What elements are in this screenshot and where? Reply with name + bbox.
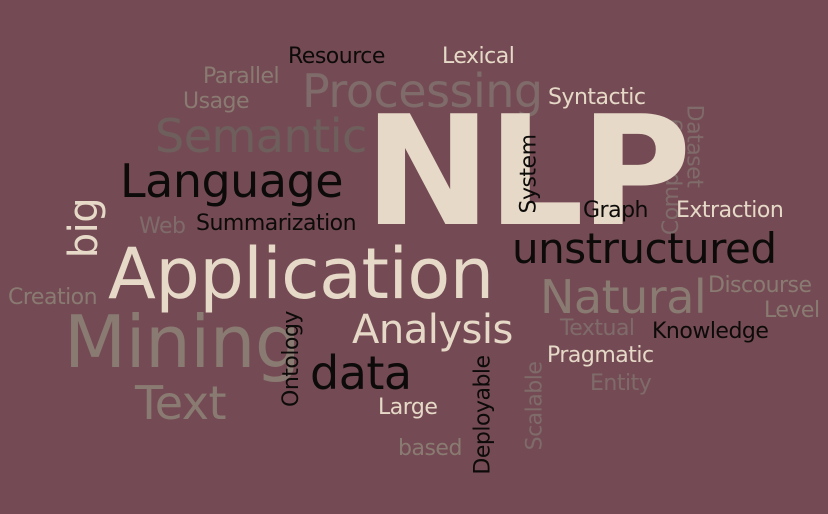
word-entity: Entity — [590, 371, 652, 396]
word-application: Application — [108, 233, 494, 315]
word-summarization: Summarization — [196, 211, 357, 236]
word-large: Large — [378, 395, 438, 420]
word-processing: Processing — [302, 64, 543, 118]
word-mining: Mining — [64, 300, 301, 384]
word-text: Text — [135, 376, 227, 430]
word-level: Level — [764, 298, 820, 323]
word-system: System — [516, 134, 542, 214]
word-language: Language — [120, 154, 344, 208]
word-unstructured: unstructured — [512, 224, 777, 273]
word-semantic: Semantic — [155, 109, 367, 163]
word-knowledge: Knowledge — [652, 319, 769, 344]
word-graph: Graph — [583, 198, 648, 223]
word-natural: Natural — [540, 270, 707, 324]
word-data: data — [310, 346, 412, 400]
word-textual: Textual — [560, 316, 635, 341]
word-based: based — [398, 436, 462, 461]
word-resource: Resource — [288, 44, 385, 69]
word-parallel: Parallel — [203, 64, 280, 89]
word-deployable: Deployable — [470, 355, 496, 475]
word-syntactic: Syntactic — [548, 85, 646, 110]
word-extraction: Extraction — [676, 198, 784, 223]
word-pragmatic: Pragmatic — [547, 343, 654, 368]
word-lexical: Lexical — [442, 44, 515, 69]
word-big: big — [61, 197, 108, 259]
word-creation: Creation — [8, 285, 98, 310]
word-ontology: Ontology — [278, 311, 304, 407]
word-nlp: NLP — [364, 83, 691, 260]
word-usage: Usage — [183, 89, 250, 114]
word-web: Web — [139, 214, 186, 239]
word-scalable: Scalable — [522, 361, 548, 451]
word-discourse: Discourse — [708, 273, 812, 298]
word-analysis: Analysis — [352, 307, 513, 353]
